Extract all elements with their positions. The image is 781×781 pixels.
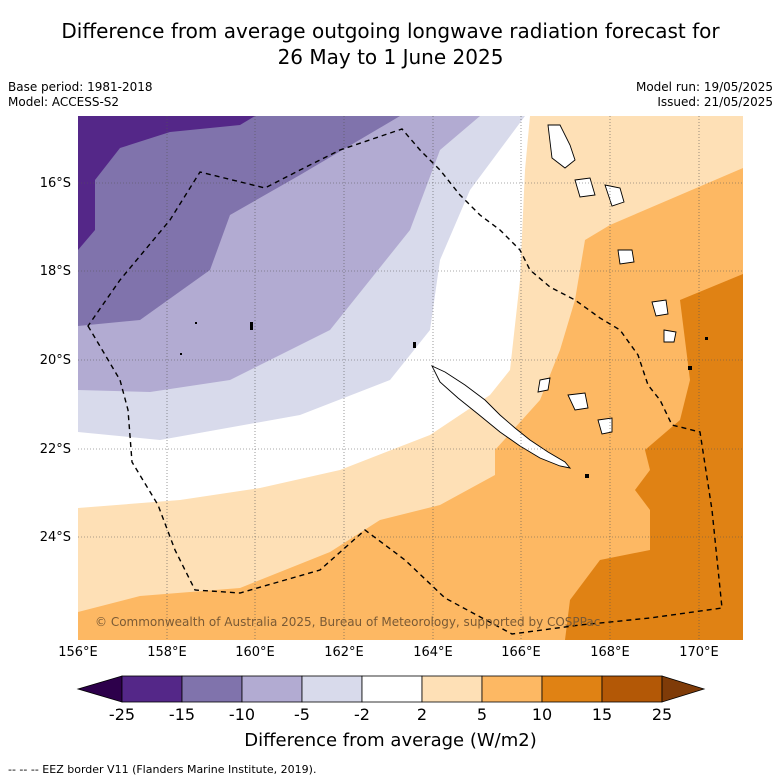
colorbar-extend-high — [661, 675, 706, 703]
colorbar-extend-low — [76, 675, 123, 703]
colorbar-bin — [481, 675, 543, 703]
issued-date: Issued: 21/05/2025 — [657, 95, 773, 109]
colorbar-tick: -10 — [228, 705, 256, 724]
graticule — [78, 116, 743, 640]
lat-label: 24°S — [39, 530, 71, 545]
lon-label: 160°E — [235, 645, 275, 660]
colorbar-bin — [361, 675, 423, 703]
colorbar-bin — [541, 675, 603, 703]
colorbar-bin — [301, 675, 363, 703]
colorbar-tick: 10 — [531, 705, 553, 724]
colorbar-tick: 5 — [476, 705, 488, 724]
lon-label: 166°E — [501, 645, 541, 660]
colorbar-bin — [601, 675, 663, 703]
lon-label: 162°E — [324, 645, 364, 660]
lon-label: 170°E — [679, 645, 719, 660]
vanuatu-islands — [547, 124, 677, 343]
lon-label: 158°E — [147, 645, 187, 660]
lon-label: 164°E — [413, 645, 453, 660]
colorbar-tick: -5 — [294, 705, 310, 724]
colorbar-tick: -2 — [354, 705, 370, 724]
colorbar-tick: -15 — [168, 705, 196, 724]
base-period: Base period: 1981-2018 — [8, 80, 153, 94]
lat-label: 22°S — [39, 442, 71, 457]
colorbar-tick: -25 — [108, 705, 136, 724]
colorbar-bin — [421, 675, 483, 703]
colorbar-bin — [241, 675, 303, 703]
lon-label: 156°E — [58, 645, 98, 660]
lon-label: 168°E — [590, 645, 630, 660]
model-run: Model run: 19/05/2025 — [635, 80, 773, 94]
meta-right: Model run: 19/05/2025 Issued: 21/05/2025 — [636, 80, 773, 110]
anomaly-field — [78, 116, 743, 640]
loyalty-islands — [537, 377, 613, 435]
lat-label: 16°S — [39, 176, 71, 191]
lat-label: 18°S — [39, 264, 71, 279]
copyright-text: © Commonwealth of Australia 2025, Bureau… — [95, 615, 600, 629]
colorbar-title: Difference from average (W/m2) — [244, 730, 537, 751]
band-m15-m10 — [78, 116, 400, 326]
colorbar-tick: 2 — [416, 705, 428, 724]
model-name: Model: ACCESS-S2 — [8, 95, 120, 109]
meta-left: Base period: 1981-2018 Model: ACCESS-S2 — [8, 80, 153, 110]
colorbar-tick: 25 — [651, 705, 673, 724]
band-m25-m15 — [78, 116, 255, 250]
eez-legend: -- -- -- EEZ border V11 (Flanders Marine… — [8, 763, 317, 776]
colorbar — [76, 675, 706, 703]
colorbar-bin — [121, 675, 183, 703]
eez-border — [87, 128, 723, 635]
title-line-1: Difference from average outgoing longwav… — [61, 19, 720, 43]
band-10-15 — [565, 274, 743, 640]
new-caledonia-island — [431, 365, 572, 469]
colorbar-tick: 15 — [591, 705, 613, 724]
title-line-2: 26 May to 1 June 2025 — [277, 45, 504, 69]
band-5-10 — [78, 168, 743, 640]
colorbar-bin — [181, 675, 243, 703]
map-title: Difference from average outgoing longwav… — [0, 18, 781, 70]
lat-label: 20°S — [39, 353, 71, 368]
